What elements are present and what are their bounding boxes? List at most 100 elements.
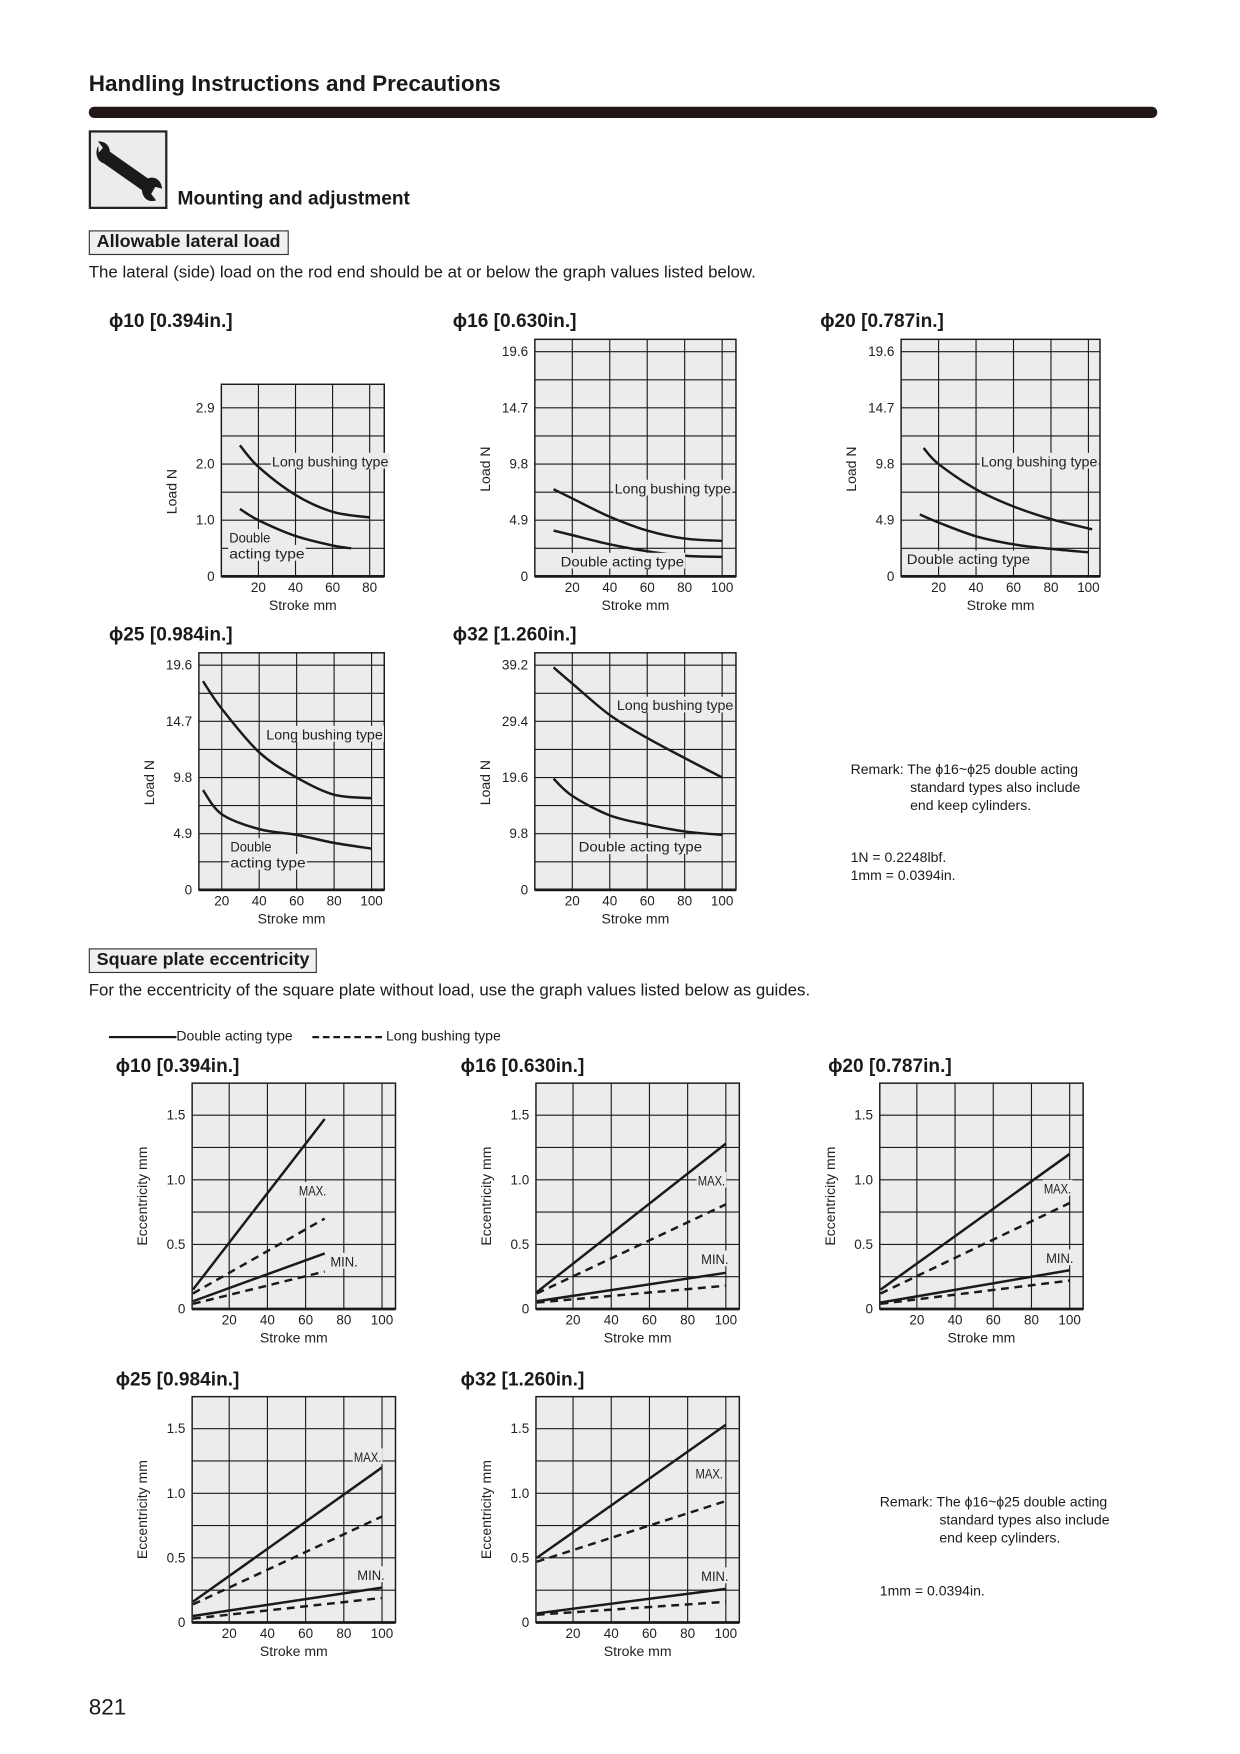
series-annotation: Double acting type bbox=[907, 552, 1030, 567]
y-tick-label: 14.7 bbox=[868, 400, 894, 415]
chart-6: 0 0.5 1.0 1.5 20 40 60 80 100 Stroke mm Eccentrici… bbox=[478, 1082, 741, 1346]
x-tick-label: 20 bbox=[931, 580, 946, 595]
y-tick-label: 0 bbox=[185, 882, 193, 897]
annotation-bg bbox=[696, 1171, 727, 1188]
remark-line: standard types also include bbox=[939, 1512, 1110, 1529]
x-tick-label: 100 bbox=[711, 894, 733, 909]
x-tick-label: 100 bbox=[371, 1313, 393, 1328]
series-line-solid bbox=[919, 513, 1089, 554]
y-axis-label: Eccentricity mm bbox=[134, 1147, 150, 1246]
x-axis-label: Stroke mm bbox=[601, 911, 669, 927]
y-axis-label: Load N bbox=[163, 469, 179, 514]
annotation-bg bbox=[1044, 1249, 1075, 1266]
series-annotation: Double acting type bbox=[579, 840, 702, 855]
conversion-line: 1mm = 0.0394in. bbox=[850, 867, 956, 884]
y-tick-label: 0.5 bbox=[854, 1237, 873, 1252]
annotation-bg bbox=[297, 1182, 328, 1198]
y-tick-label: 0 bbox=[522, 1301, 530, 1316]
x-tick-label: 60 bbox=[1006, 580, 1021, 595]
y-tick-label: 0 bbox=[522, 1615, 530, 1630]
x-tick-label: 100 bbox=[371, 1626, 393, 1641]
series-line-solid bbox=[201, 680, 372, 800]
annotation-bg bbox=[700, 1567, 730, 1584]
wrench-icon bbox=[88, 130, 168, 209]
series-line-solid bbox=[536, 1271, 727, 1303]
series-line-dashed bbox=[192, 1596, 383, 1620]
y-tick-label: 0 bbox=[521, 569, 529, 584]
series-line-solid bbox=[552, 666, 723, 779]
y-tick-label: 19.6 bbox=[502, 344, 528, 359]
chart-title: ϕ32 [1.260in.] bbox=[452, 623, 577, 645]
y-tick-label: 0.5 bbox=[167, 1237, 186, 1252]
annotation-bg bbox=[979, 452, 1099, 469]
remark-line: end keep cylinders. bbox=[910, 797, 1032, 814]
y-tick-label: 1.5 bbox=[510, 1421, 529, 1436]
series-line-solid bbox=[552, 777, 723, 837]
section-title: Mounting and adjustment bbox=[177, 187, 410, 209]
eccentricity-remark: Remark: The ϕ16~ϕ25 double acting standa… bbox=[880, 1493, 1110, 1547]
series-line-solid bbox=[238, 444, 370, 519]
y-tick-label: 4.9 bbox=[173, 826, 192, 841]
chart-title: ϕ16 [0.630in.] bbox=[452, 310, 577, 332]
annotation-bg bbox=[356, 1566, 386, 1583]
x-tick-label: 40 bbox=[602, 580, 617, 595]
x-tick-label: 60 bbox=[640, 580, 655, 595]
x-axis-label: Stroke mm bbox=[269, 597, 337, 613]
annotation-bg bbox=[265, 725, 384, 742]
x-tick-label: 80 bbox=[680, 1313, 695, 1328]
chart-title: ϕ25 [0.984in.] bbox=[115, 1368, 240, 1390]
series-annotation: Double bbox=[230, 840, 271, 855]
x-tick-label: 40 bbox=[288, 580, 303, 595]
x-tick-label: 100 bbox=[1077, 580, 1099, 595]
x-tick-label: 60 bbox=[640, 894, 655, 909]
y-tick-label: 39.2 bbox=[502, 658, 528, 673]
x-tick-label: 60 bbox=[289, 894, 304, 909]
series-line-dashed bbox=[192, 1515, 383, 1606]
x-tick-label: 60 bbox=[986, 1313, 1001, 1328]
y-tick-label: 1.0 bbox=[196, 513, 215, 528]
plot-area bbox=[191, 1082, 397, 1310]
x-axis-label: Stroke mm bbox=[601, 597, 669, 613]
y-axis-label: Eccentricity mm bbox=[478, 1147, 494, 1246]
y-axis-label: Load N bbox=[477, 446, 493, 491]
series-line-solid bbox=[553, 529, 723, 559]
y-tick-label: 0.5 bbox=[510, 1550, 529, 1565]
y-axis-label: Load N bbox=[843, 446, 859, 491]
x-axis-label: Stroke mm bbox=[604, 1643, 672, 1659]
x-tick-label: 40 bbox=[604, 1626, 619, 1641]
y-tick-label: 2.0 bbox=[196, 457, 215, 472]
y-tick-label: 0.5 bbox=[167, 1550, 186, 1565]
y-tick-label: 9.8 bbox=[509, 457, 528, 472]
x-tick-label: 60 bbox=[642, 1626, 657, 1641]
series-line-solid bbox=[192, 1252, 326, 1303]
series-annotation: MAX. bbox=[698, 1173, 725, 1188]
eccentricity-description: For the eccentricity of the square plate… bbox=[88, 980, 811, 1001]
series-line-solid bbox=[535, 1142, 727, 1294]
x-axis-label: Stroke mm bbox=[604, 1330, 672, 1346]
x-tick-label: 40 bbox=[604, 1313, 619, 1328]
series-annotation: MIN. bbox=[701, 1569, 728, 1584]
x-tick-label: 20 bbox=[566, 1313, 581, 1328]
lateral-load-description: The lateral (side) load on the rod end s… bbox=[88, 262, 756, 283]
annotation-bg bbox=[229, 853, 307, 870]
y-tick-label: 9.8 bbox=[876, 457, 895, 472]
page-header-title: Handling Instructions and Precautions bbox=[88, 71, 501, 97]
series-annotation: MAX. bbox=[299, 1184, 326, 1199]
x-tick-label: 20 bbox=[566, 1626, 581, 1641]
chart-title: ϕ10 [0.394in.] bbox=[115, 1055, 240, 1077]
y-tick-label: 1.0 bbox=[510, 1486, 529, 1501]
series-line-solid bbox=[553, 488, 723, 543]
series-annotation: acting type bbox=[229, 546, 304, 561]
y-axis-label: Eccentricity mm bbox=[478, 1460, 494, 1559]
series-annotation: Long bushing type bbox=[272, 454, 389, 469]
lateral-remark: Remark: The ϕ16~ϕ25 double acting standa… bbox=[851, 761, 1081, 815]
y-tick-label: 1.5 bbox=[167, 1421, 186, 1436]
x-tick-label: 40 bbox=[260, 1313, 275, 1328]
series-annotation: Double bbox=[229, 531, 270, 546]
plot-area bbox=[191, 1395, 397, 1624]
y-tick-label: 0 bbox=[866, 1301, 874, 1316]
y-tick-label: 19.6 bbox=[502, 770, 528, 785]
legend-dashed-line bbox=[312, 1035, 383, 1038]
chart-8: 0 0.5 1.0 1.5 20 40 60 80 100 Stroke mm Eccentrici… bbox=[134, 1395, 397, 1659]
x-tick-label: 60 bbox=[298, 1313, 313, 1328]
